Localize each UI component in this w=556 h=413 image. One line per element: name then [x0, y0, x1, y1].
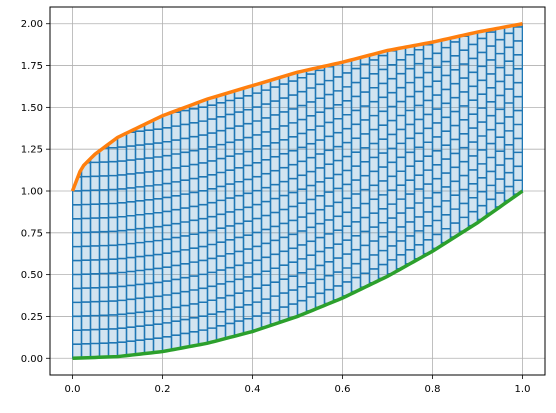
- x-tick-label: 0.0: [65, 384, 81, 395]
- y-tick-label: 0.25: [21, 312, 43, 323]
- x-axis: 0.0 0.2 0.4 0.6 0.8 1.0: [65, 375, 531, 395]
- y-tick-label: 1.00: [21, 187, 43, 198]
- y-tick-label: 0.00: [21, 354, 43, 365]
- lower-curve-line: [72, 189, 524, 361]
- upper-curve-line: [70, 22, 523, 192]
- x-tick-label: 0.2: [155, 384, 171, 395]
- x-tick-label: 1.0: [515, 384, 531, 395]
- y-tick-label: 1.50: [21, 103, 43, 114]
- y-tick-label: 0.50: [21, 270, 43, 281]
- y-axis: 0.00 0.25 0.50 0.75 1.00 1.25 1.50 1.75 2.00: [21, 19, 50, 365]
- y-tick-label: 0.75: [21, 228, 43, 239]
- x-tick-label: 0.4: [245, 384, 261, 395]
- y-tick-label: 2.00: [21, 19, 43, 30]
- x-tick-label: 0.6: [335, 384, 351, 395]
- y-tick-label: 1.75: [21, 61, 43, 72]
- x-tick-label: 0.8: [425, 384, 441, 395]
- y-tick-label: 1.25: [21, 145, 43, 156]
